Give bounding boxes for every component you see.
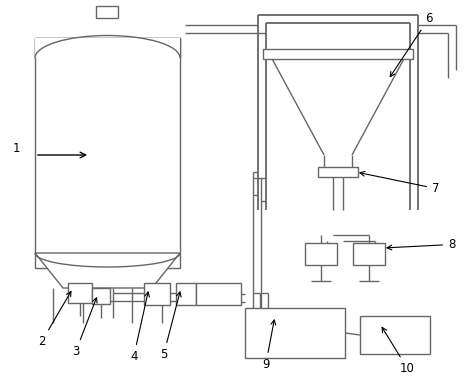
Bar [96, 6, 118, 18]
Bar [35, 38, 180, 268]
Bar [353, 243, 385, 265]
Bar [144, 283, 170, 305]
Text: 5: 5 [160, 292, 181, 361]
Text: 1: 1 [13, 142, 20, 155]
Bar [35, 38, 180, 58]
Bar [68, 283, 92, 303]
Bar [263, 49, 413, 59]
Text: 3: 3 [72, 298, 97, 358]
Text: 2: 2 [38, 291, 71, 348]
Text: 9: 9 [262, 320, 276, 371]
Bar [92, 288, 110, 304]
Bar [360, 316, 430, 354]
Bar [245, 308, 345, 358]
Text: 10: 10 [382, 327, 415, 375]
Text: 4: 4 [130, 292, 149, 363]
Text: 6: 6 [390, 12, 432, 77]
Bar [176, 283, 196, 305]
Text: 8: 8 [387, 238, 456, 251]
Bar [305, 243, 337, 265]
Bar [196, 283, 241, 305]
Text: 7: 7 [360, 171, 439, 195]
Bar [318, 167, 358, 177]
Polygon shape [35, 253, 180, 288]
